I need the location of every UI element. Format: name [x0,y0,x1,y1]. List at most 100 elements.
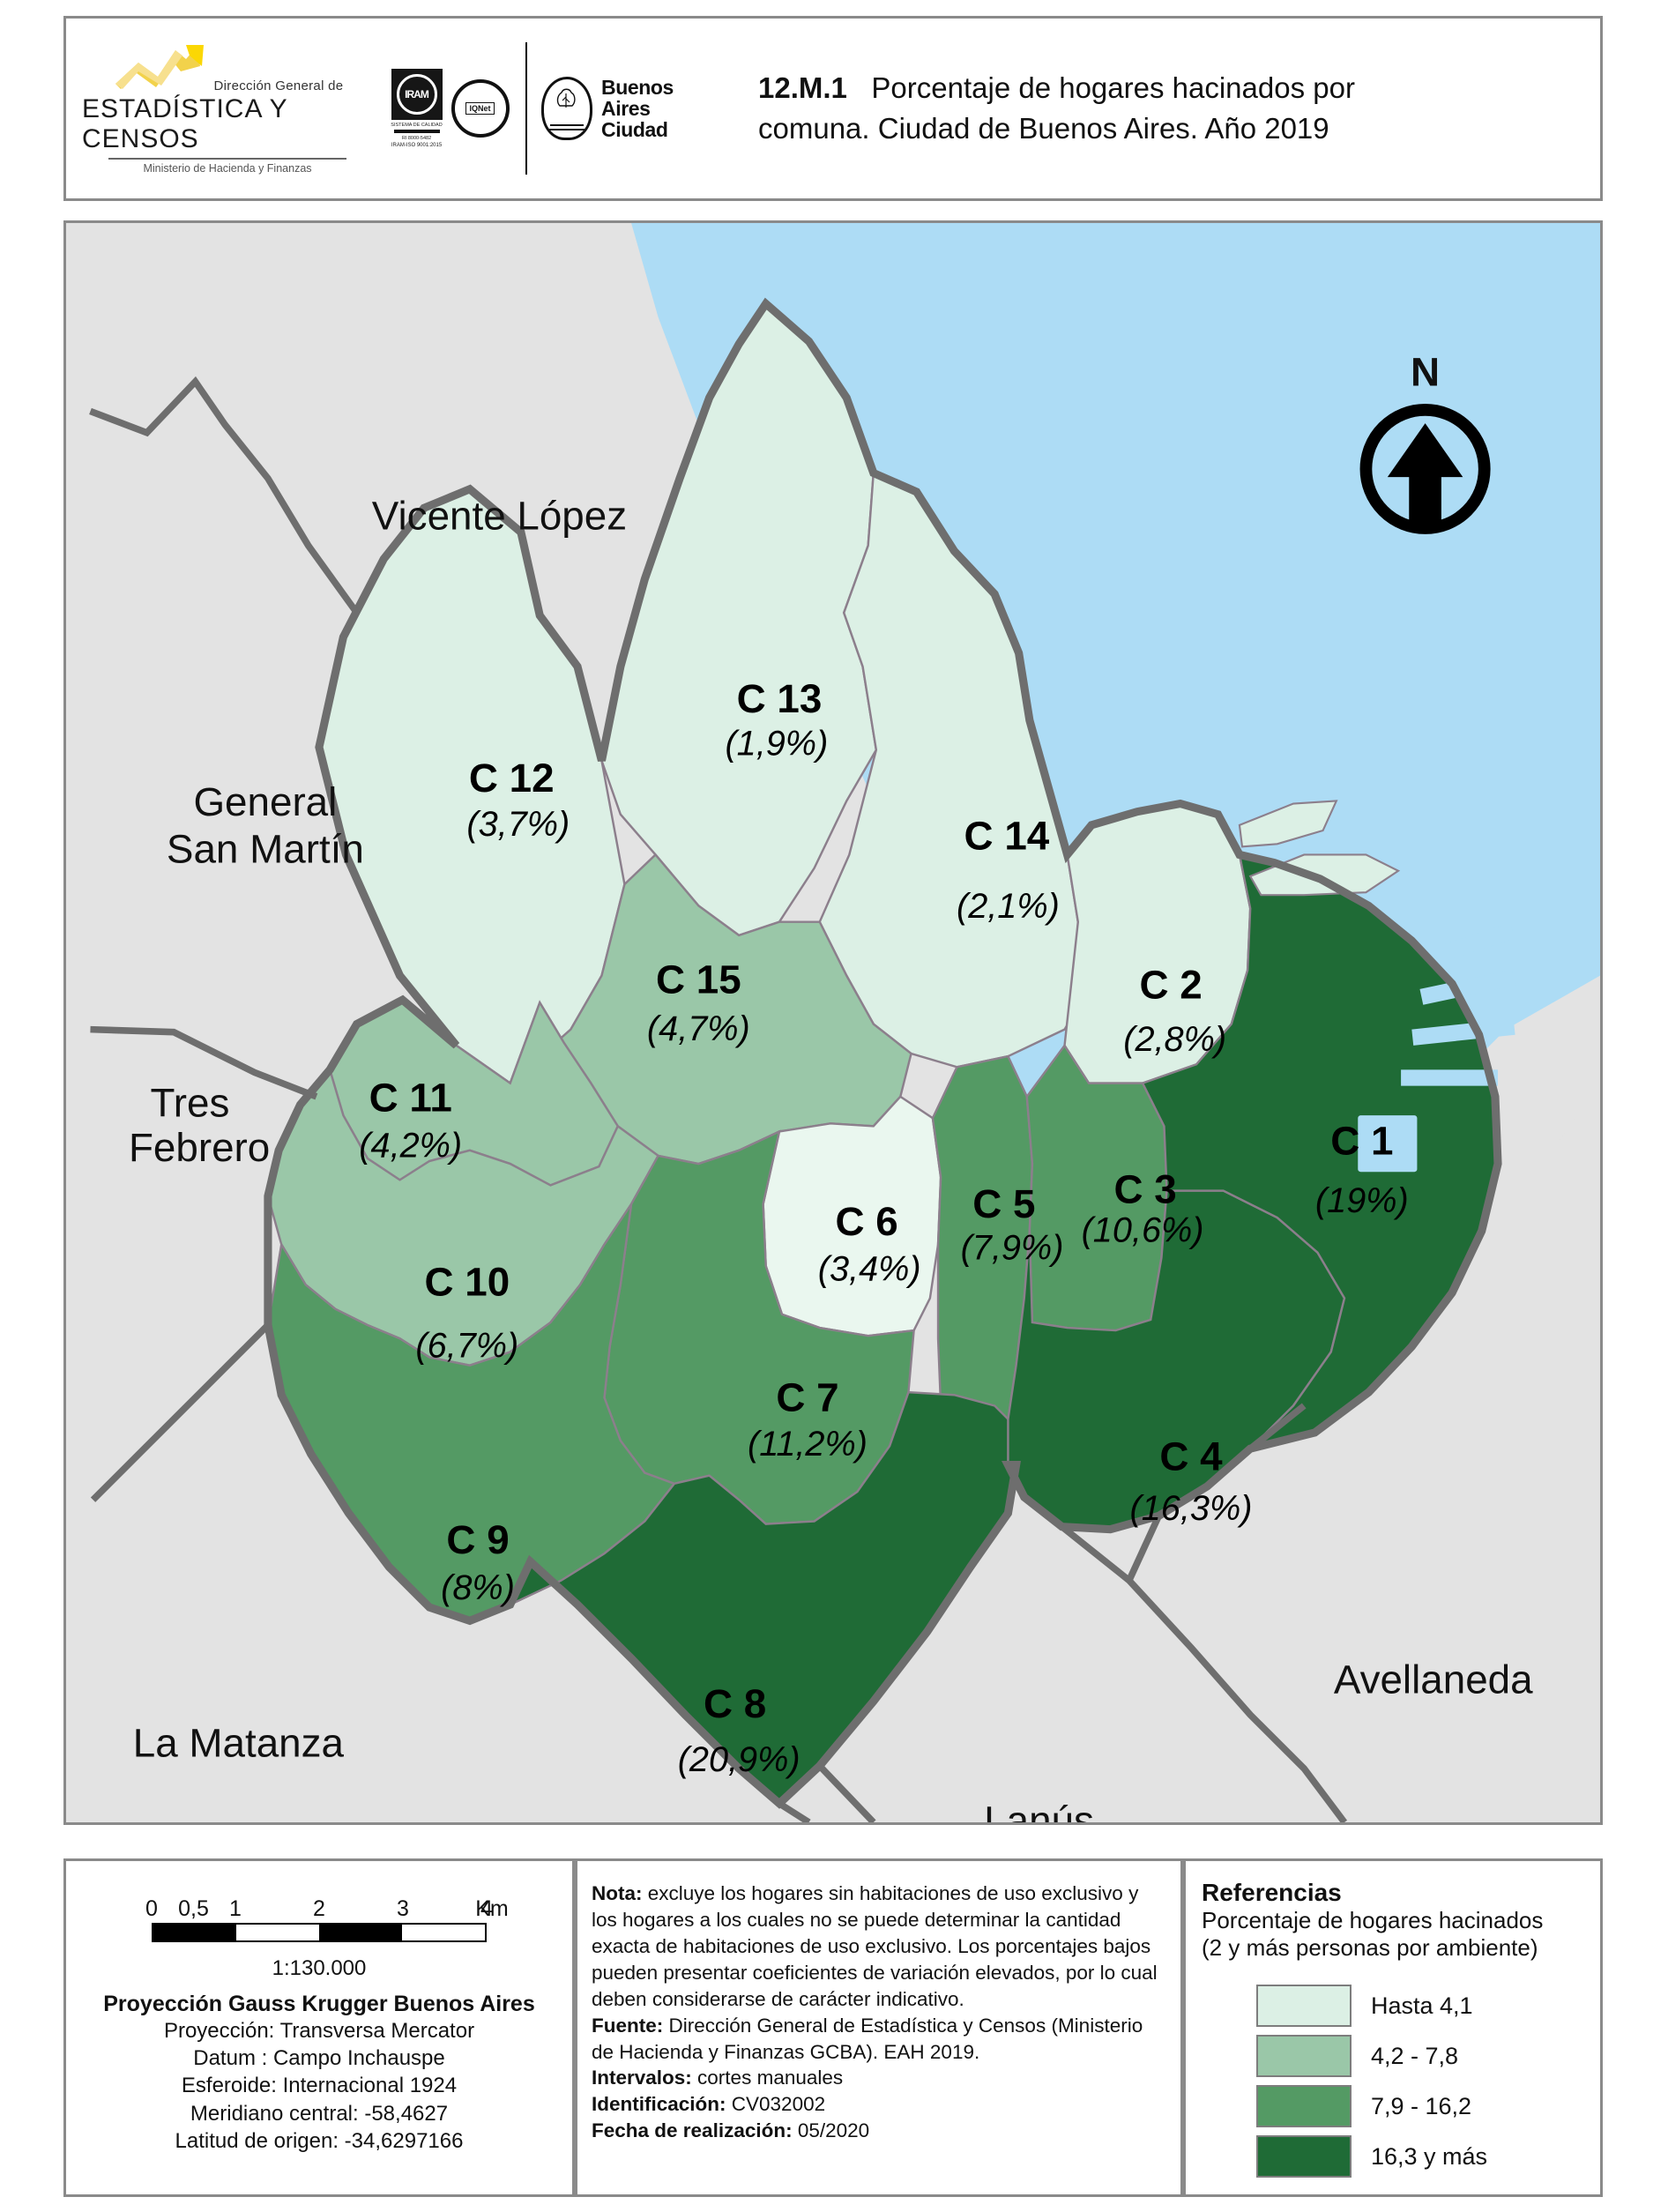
comuna-value-c7: (11,2%) [748,1425,868,1463]
logo-line1: Dirección General de [213,78,344,93]
scale-tick-4: 4 [480,1896,493,1921]
tree-glyph-icon [556,88,576,108]
legend-subtitle-1: Porcentaje de hogares hacinados [1202,1907,1544,1933]
legend-items: Hasta 4,1 4,2 - 7,8 7,9 - 16,2 16,3 y más [1202,1985,1600,2178]
note-intervalos-text: cortes manuales [691,2067,844,2089]
ba-line1: Buenos [601,75,674,99]
map-canvas[interactable]: C 1 (19%) C 2 (2,8%) C 3 (10,6%) C 4 (16,3%) C 5… [63,220,1603,1825]
scale-bar-segments [152,1923,487,1942]
legend-swatch-4 [1256,2135,1352,2178]
comuna-value-c12: (3,7%) [466,805,570,844]
comuna-label-c10: C 10 [424,1259,510,1304]
note-fecha: Fecha de realización: 05/2020 [592,2118,1168,2144]
iqnet-label: IQNet [465,102,495,115]
legend-row-3[interactable]: 7,9 - 16,2 [1256,2085,1600,2128]
note-fuente: Fuente: Dirección General de Estadística… [592,2013,1168,2066]
note-fuente-text: Dirección General de Estadística y Censo… [592,2014,1143,2063]
comuna-label-c1: C 1 [1330,1118,1393,1163]
note-id-text: CV032002 [726,2093,826,2116]
comuna-value-c10: (6,7%) [415,1327,518,1366]
scale-tick-2: 2 [313,1896,325,1921]
title-line-1: Porcentaje de hogares hacinados por [871,71,1355,105]
neighbor-boundaries [89,376,1348,1822]
legend-row-1[interactable]: Hasta 4,1 [1256,1985,1600,2028]
logo-divider [108,157,346,160]
scale-tick-05: 0,5 [178,1896,209,1921]
scale-tick-3: 3 [397,1896,409,1921]
projection-line-4: Meridiano central: -58,4627 [190,2101,449,2126]
comuna-value-c15: (4,7%) [647,1009,750,1048]
note-fuente-label: Fuente: [592,2014,664,2037]
comuna-value-c6: (3,4%) [818,1250,921,1289]
note-id-label: Identificación: [592,2093,726,2116]
legend-subtitle-2: (2 y más personas por ambiente) [1202,1934,1538,1962]
neighbor-label-tres: Tres [150,1081,229,1126]
iram-rule [393,130,440,133]
comuna-value-c14: (2,1%) [957,887,1060,926]
comuna-value-c9: (8%) [441,1568,515,1607]
comuna-label-c12: C 12 [469,756,555,801]
comuna-label-c14: C 14 [964,813,1050,858]
logo-line2: ESTADÍSTICA Y CENSOS [82,93,288,153]
neighbor-label-avellaneda: Avellaneda [1334,1657,1533,1702]
note-fecha-text: 05/2020 [792,2119,870,2142]
svg-text:N: N [1411,349,1440,394]
note-panel: Nota: excluye los hogares sin habitacion… [575,1858,1183,2197]
neighbor-label-lan-s: Lanús [984,1799,1094,1822]
comuna-label-c7: C 7 [776,1375,838,1420]
logo-iram-certification: IRAM SISTEMA DE CALIDAD RI 8000-5482 IRA… [373,42,527,175]
scale-tick-labels: 0 0,5 1 2 3 4 Km [145,1896,509,1923]
scale-bar: 0 0,5 1 2 3 4 Km [66,1896,572,1942]
title-line-2: comuna. Ciudad de Buenos Aires. Año 2019 [758,112,1329,145]
legend-label-1: Hasta 4,1 [1371,1992,1473,2019]
comuna-value-c2: (2,8%) [1123,1020,1226,1059]
arrow-chart-logo-icon [115,44,204,89]
comuna-value-c3: (10,6%) [1082,1210,1204,1249]
comuna-label-c9: C 9 [446,1517,509,1562]
note-intervalos: Intervalos: cortes manuales [592,2065,1168,2091]
neighbor-label-san-mart-n: San Martín [167,827,364,872]
logo-estadistica-y-censos: Dirección General de ESTADÍSTICA Y CENSO… [66,43,373,175]
comuna-value-c11: (4,2%) [359,1126,462,1165]
north-arrow-icon: N [1359,349,1491,534]
iram-reg: RI 8000-5482 [401,136,432,141]
page-title: 12.M.1 Porcentaje de hogares hacinados p… [709,68,1600,148]
comuna-label-c13: C 13 [737,676,823,721]
comuna-label-c4: C 4 [1159,1434,1223,1479]
neighbor-label-general: General [193,779,337,824]
legend-title: Referencias [1202,1879,1342,1906]
header-panel: Dirección General de ESTADÍSTICA Y CENSO… [63,16,1603,201]
note-intervalos-label: Intervalos: [592,2067,692,2089]
scale-tick-1: 1 [229,1896,242,1921]
ba-line2: Aires [601,96,651,120]
projection-line-3: Esferoide: Internacional 1924 [181,2074,458,2098]
c2-coastal-sliver2 [1238,800,1338,848]
note-identificacion: Identificación: CV032002 [592,2091,1168,2118]
legend-label-2: 4,2 - 7,8 [1371,2042,1459,2069]
comuna-label-c2: C 2 [1139,963,1202,1008]
iram-seal-icon: IRAM [391,68,443,120]
comuna-value-c4: (16,3%) [1130,1489,1253,1528]
iqnet-seal-icon: IQNet [451,79,510,138]
neighbor-label-vicente-l-pez: Vicente López [372,494,627,539]
note-nota-text: excluye los hogares sin habitaciones de … [592,1882,1158,2010]
scale-panel: 0 0,5 1 2 3 4 Km 1:130.000 Proyección Ga… [63,1858,575,2197]
choropleth-map[interactable]: C 1 (19%) C 2 (2,8%) C 3(10,6%) C 4 (16,3%) C 5… [66,223,1600,1822]
comuna-label-c11: C 11 [369,1076,452,1121]
neighbor-label-febrero: Febrero [129,1125,270,1170]
legend-row-4[interactable]: 16,3 y más [1256,2135,1600,2178]
comuna-value-c5: (7,9%) [961,1228,1064,1267]
projection-line-1: Proyección: Transversa Mercator [163,2019,475,2043]
legend-row-2[interactable]: 4,2 - 7,8 [1256,2035,1600,2078]
legend-label-3: 7,9 - 16,2 [1371,2092,1472,2119]
iram-iso: IRAM-ISO 9001:2015 [391,143,443,149]
ba-shield-icon [541,76,592,140]
comuna-value-c8: (20,9%) [678,1740,800,1779]
comuna-value-c13: (1,9%) [725,725,828,763]
note-fecha-label: Fecha de realización: [592,2119,793,2142]
comuna-value-c1: (19%) [1315,1181,1409,1220]
scale-tick-0: 0 [145,1896,158,1921]
note-nota: Nota: excluye los hogares sin habitacion… [592,1881,1168,2013]
logo-buenos-aires-ciudad: Buenos Aires Ciudad [527,77,709,140]
